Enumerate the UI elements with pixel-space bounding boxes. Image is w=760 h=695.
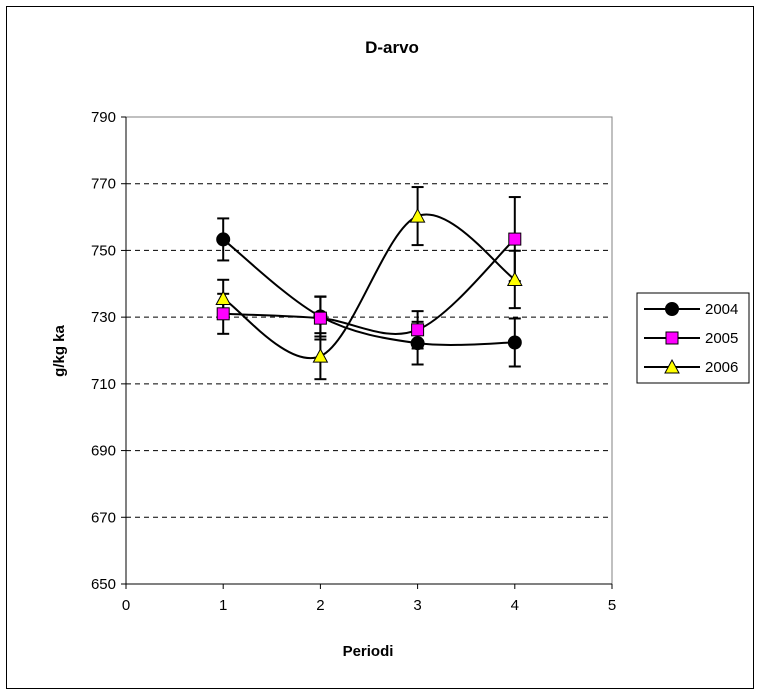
y-axis-label: g/kg ka [51,324,68,376]
x-tick-label: 5 [608,597,616,614]
series-line-2006 [222,213,516,360]
legend-marker-2006 [664,358,680,374]
legend-label-2006: 2006 [705,359,738,376]
series-line-2004 [222,238,515,346]
series-line-2005 [223,238,516,335]
data-point-2005 [508,232,522,246]
y-tick-label: 650 [91,576,116,593]
legend-label-2005: 2005 [705,330,738,347]
data-point-2006 [312,348,329,363]
chart-title: D-arvo [365,38,419,57]
data-point-2004 [410,336,425,351]
plot-area: 650 670 690 710 730 750 770 790 0 1 2 3 4 5 [91,109,616,614]
data-point-2005 [411,323,425,337]
x-axis-label: Periodi [343,643,394,660]
y-tick-label: 790 [91,109,116,126]
data-point-2006 [409,208,426,223]
data-point-2005 [216,307,230,321]
data-point-2005 [313,311,327,325]
data-point-2006 [215,290,232,305]
x-tick-label: 4 [511,597,519,614]
x-tick-label: 0 [122,597,130,614]
y-tick-label: 710 [91,376,116,393]
y-tick-label: 750 [91,242,116,259]
y-tick-label: 690 [91,443,116,460]
data-point-2006 [506,271,523,286]
data-point-2004 [216,232,231,247]
y-tick-label: 730 [91,309,116,326]
data-point-2004 [507,335,522,350]
legend-marker-2005 [665,331,679,345]
plot-border [125,116,613,585]
chart-area [6,6,754,689]
x-tick-label: 3 [413,597,421,614]
x-tick-label: 1 [219,597,227,614]
x-tick-label: 2 [316,597,324,614]
legend-label-2004: 2004 [705,301,738,318]
legend-marker-2004 [665,302,679,316]
y-tick-label: 670 [91,509,116,526]
y-tick-label: 770 [91,176,116,193]
